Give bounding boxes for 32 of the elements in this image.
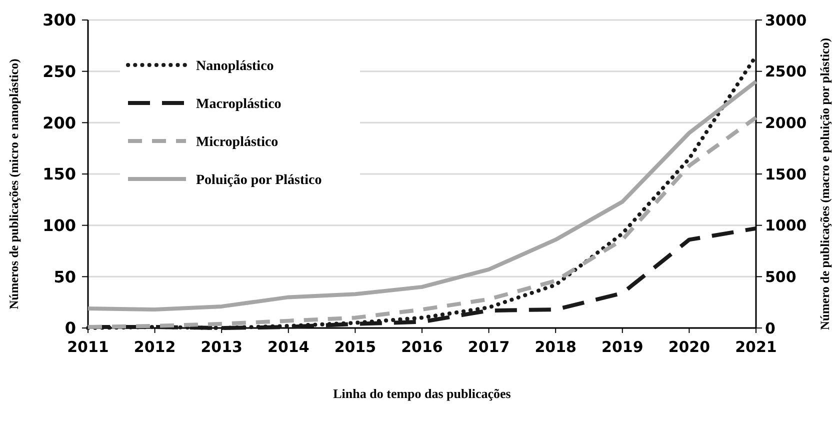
x-axis-title: Linha do tempo das publicações xyxy=(333,386,511,401)
x-tick-label: 2013 xyxy=(200,338,242,356)
x-tick-label: 2011 xyxy=(67,338,109,356)
x-tick-label: 2016 xyxy=(401,338,443,356)
x-tick-label: 2021 xyxy=(735,338,777,356)
x-tick-label: 2018 xyxy=(534,338,576,356)
y2-tick-label: 1500 xyxy=(765,165,807,184)
y-tick-label: 100 xyxy=(42,216,76,235)
y-tick-label: 0 xyxy=(64,318,76,338)
x-tick-label: 2015 xyxy=(334,338,376,356)
legend-label: Nanoplástico xyxy=(196,58,274,74)
y-tick-label: 300 xyxy=(42,10,76,30)
x-tick-label: 2017 xyxy=(468,338,510,356)
legend-label: Microplástico xyxy=(196,134,278,150)
y2-tick-label: 2500 xyxy=(765,62,807,81)
y-tick-label: 250 xyxy=(42,62,76,81)
y2-tick-label: 500 xyxy=(765,268,796,286)
x-tick-label: 2012 xyxy=(134,338,176,356)
y2-tick-label: 1000 xyxy=(765,216,807,235)
y2-tick-label: 2000 xyxy=(765,114,807,132)
x-tick-label: 2020 xyxy=(668,338,710,356)
y2-axis-title: Número de publicações (macro e poluição por plástico) xyxy=(818,38,832,330)
y-axis-title: Números de publicações (micro e nanoplástico) xyxy=(7,58,21,310)
legend-label: Poluição por Plástico xyxy=(196,172,322,188)
legend-label: Macroplástico xyxy=(196,96,282,112)
y2-tick-label: 0 xyxy=(765,319,776,338)
y-tick-label: 50 xyxy=(54,267,76,286)
x-tick-label: 2014 xyxy=(268,338,310,356)
y2-tick-label: 3000 xyxy=(765,11,807,30)
y-tick-label: 150 xyxy=(42,164,76,184)
y-tick-label: 200 xyxy=(42,113,76,132)
x-tick-label: 2019 xyxy=(602,338,644,356)
